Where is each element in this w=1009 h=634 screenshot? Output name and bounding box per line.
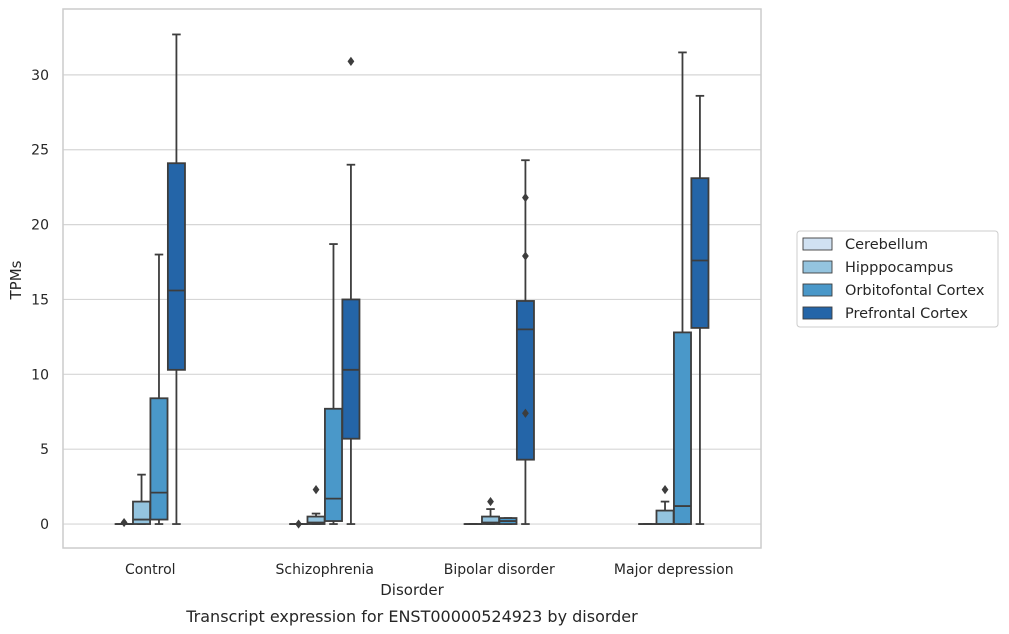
y-tick-label: 30: [31, 68, 49, 84]
box-prefrontal-cortex: [690, 94, 710, 525]
y-tick-label: 0: [40, 517, 49, 533]
box-prefrontal-cortex: [166, 33, 186, 525]
box-hipppocampus: [306, 485, 326, 525]
legend-swatch: [802, 260, 833, 274]
x-axis-label: Disorder: [380, 581, 444, 599]
x-tick-label: Major depression: [614, 562, 734, 578]
box-iqr: [166, 162, 186, 371]
y-axis-label: TPMs: [7, 260, 25, 300]
outlier-point: [295, 519, 302, 529]
legend-swatch: [802, 283, 833, 297]
box-iqr: [690, 177, 710, 329]
legend-frame: [796, 230, 999, 328]
box-groups: [114, 33, 710, 529]
outlier-point: [347, 56, 355, 67]
box-iqr: [132, 500, 151, 525]
legend-swatch: [802, 237, 833, 251]
outlier-point: [487, 496, 494, 507]
y-tick-label: 25: [31, 143, 49, 159]
box-hipppocampus: [481, 496, 500, 525]
box-prefrontal-cortex: [341, 56, 361, 525]
outlier-point: [312, 485, 320, 495]
box-hipppocampus: [132, 473, 151, 525]
x-tick-label: Bipolar disorder: [444, 562, 555, 578]
y-tick-label: 10: [31, 367, 49, 383]
legend-entry: Cerebellum: [845, 237, 928, 253]
y-tick-label: 15: [31, 292, 49, 308]
x-tick-label: Control: [125, 562, 176, 578]
outlier-point: [120, 517, 128, 528]
plot-frame: [62, 8, 762, 549]
legend: Cerebellum Hipppocampus Orbitofontal Corte…: [796, 230, 999, 328]
box-iqr: [515, 300, 535, 461]
box-cerebellum: [289, 519, 309, 529]
box-orbitofontal-cortex: [324, 243, 343, 525]
box-iqr: [324, 407, 343, 522]
x-tick-label: Schizophrenia: [276, 562, 374, 578]
box-prefrontal-cortex: [515, 159, 535, 525]
x-tick-labels: Control Schizophrenia Bipolar disorder Majo…: [125, 562, 734, 578]
outlier-point: [522, 408, 529, 418]
box-orbitofontal-cortex: [149, 253, 169, 525]
outlier-point: [522, 251, 529, 261]
legend-entry: Prefrontal Cortex: [845, 306, 968, 322]
y-tick-label: 5: [40, 442, 49, 458]
box-hipppocampus: [655, 485, 675, 525]
y-tick-labels: 0 5 10 15 20 25 30: [31, 68, 49, 533]
box-cerebellum: [114, 517, 134, 528]
outlier-point: [661, 485, 669, 495]
box-orbitofontal-cortex: [673, 51, 692, 525]
box-iqr: [149, 397, 169, 521]
legend-entry: Hipppocampus: [845, 260, 953, 276]
legend-entry: Orbitofontal Cortex: [845, 283, 985, 299]
box-iqr: [655, 509, 675, 525]
box-iqr: [673, 331, 692, 525]
box-orbitofontal-cortex: [498, 517, 518, 525]
chart-caption: Transcript expression for ENST0000052492…: [185, 607, 638, 626]
legend-swatch: [802, 306, 833, 320]
y-tick-label: 20: [31, 218, 49, 234]
outlier-point: [522, 193, 529, 203]
